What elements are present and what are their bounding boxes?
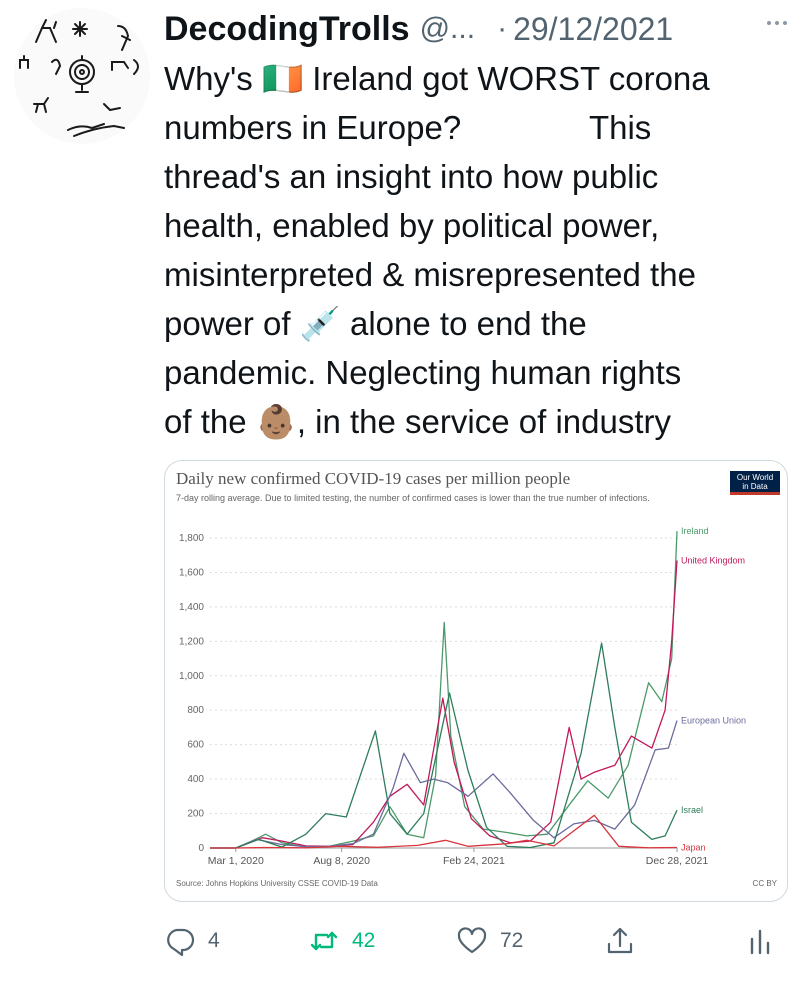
tweet-actions: 4 42 72 <box>164 918 790 964</box>
y-tick-label: 0 <box>198 843 204 854</box>
tweet-text-line: thread's an insight into how public <box>164 158 659 195</box>
share-icon <box>607 927 633 954</box>
y-tick-label: 400 <box>187 774 204 785</box>
series-line-united-kingdom <box>210 560 678 849</box>
tweet-text-line: health, enabled by political power, <box>164 207 660 244</box>
avatar-petroglyph-icon <box>19 19 139 137</box>
x-tick-label: Dec 28, 2021 <box>646 855 709 867</box>
more-button[interactable] <box>762 8 792 38</box>
like-button[interactable]: 72 <box>456 918 523 964</box>
user-handle[interactable]: @... <box>419 12 476 45</box>
owid-logo-line: Our World <box>736 473 774 482</box>
tweet-text-line: numbers in Europe? This <box>164 109 652 146</box>
y-tick-label: 1,200 <box>179 636 204 647</box>
y-tick-label: 1,800 <box>179 533 204 544</box>
tweet-date[interactable]: 29/12/2021 <box>513 10 674 47</box>
more-icon <box>767 21 787 25</box>
series-line-israel <box>210 642 678 849</box>
chart-title: Daily new confirmed COVID-19 cases per m… <box>176 469 571 488</box>
heart-icon <box>457 927 487 954</box>
series-line-japan <box>210 814 678 849</box>
analytics-button[interactable] <box>744 918 776 964</box>
analytics-icon <box>750 929 770 955</box>
owid-logo: Our World in Data <box>730 471 780 495</box>
y-tick-label: 1,000 <box>179 671 204 682</box>
reply-button[interactable]: 4 <box>164 918 220 964</box>
chart-subtitle: 7-day rolling average. Due to limited te… <box>176 493 650 503</box>
tweet-text: Why's 🇮🇪 Ireland got WORST corona number… <box>164 54 790 446</box>
display-name[interactable]: DecodingTrolls <box>164 9 410 48</box>
series-label: United Kingdom <box>681 555 745 565</box>
x-tick-label: Mar 1, 2020 <box>208 855 264 867</box>
tweet-text-line: Why's 🇮🇪 Ireland got WORST corona <box>164 60 710 97</box>
retweet-count: 42 <box>352 929 376 952</box>
separator-dot: · <box>497 12 508 45</box>
series-line-european-union <box>210 720 678 849</box>
retweet-button[interactable]: 42 <box>308 918 375 964</box>
tweet-header: DecodingTrolls @... · 29/12/2021 <box>164 6 790 52</box>
avatar[interactable] <box>14 8 150 144</box>
tweet-text-line: misinterpreted & misrepresented the <box>164 256 696 293</box>
series-label: Israel <box>681 805 703 815</box>
share-button[interactable] <box>604 918 636 964</box>
y-tick-label: 200 <box>187 809 204 820</box>
x-tick-label: Aug 8, 2020 <box>313 855 370 867</box>
chart-image[interactable]: 0 200 400 600 800 1,000 1,200 1,400 1,600 1,800 Ma… <box>164 460 788 902</box>
tweet-text-line: pandemic. Neglecting human rights <box>164 354 682 391</box>
series-line-ireland <box>210 531 678 849</box>
y-tick-label: 1,600 <box>179 567 204 578</box>
series-label: Japan <box>681 842 706 852</box>
y-tick-label: 600 <box>187 740 204 751</box>
retweet-icon <box>310 931 338 951</box>
chart-license: CC BY <box>752 879 777 888</box>
tweet-text-line: of the 👶🏽, in the service of industry <box>164 403 671 440</box>
chart-plot: 0 200 400 600 800 1,000 1,200 1,400 1,600 1,800 Ma… <box>179 526 746 867</box>
y-tick-label: 800 <box>187 705 204 716</box>
x-tick-label: Feb 24, 2021 <box>443 855 505 867</box>
series-label: European Union <box>681 716 746 726</box>
reply-icon <box>167 928 195 957</box>
tweet-text-line: power of 💉 alone to end the <box>164 305 587 342</box>
series-label: Ireland <box>681 526 709 536</box>
owid-logo-line: in Data <box>742 482 768 491</box>
y-tick-label: 1,400 <box>179 602 204 613</box>
like-count: 72 <box>500 929 524 952</box>
chart-source: Source: Johns Hopkins University CSSE CO… <box>176 879 378 888</box>
reply-count: 4 <box>208 929 220 952</box>
